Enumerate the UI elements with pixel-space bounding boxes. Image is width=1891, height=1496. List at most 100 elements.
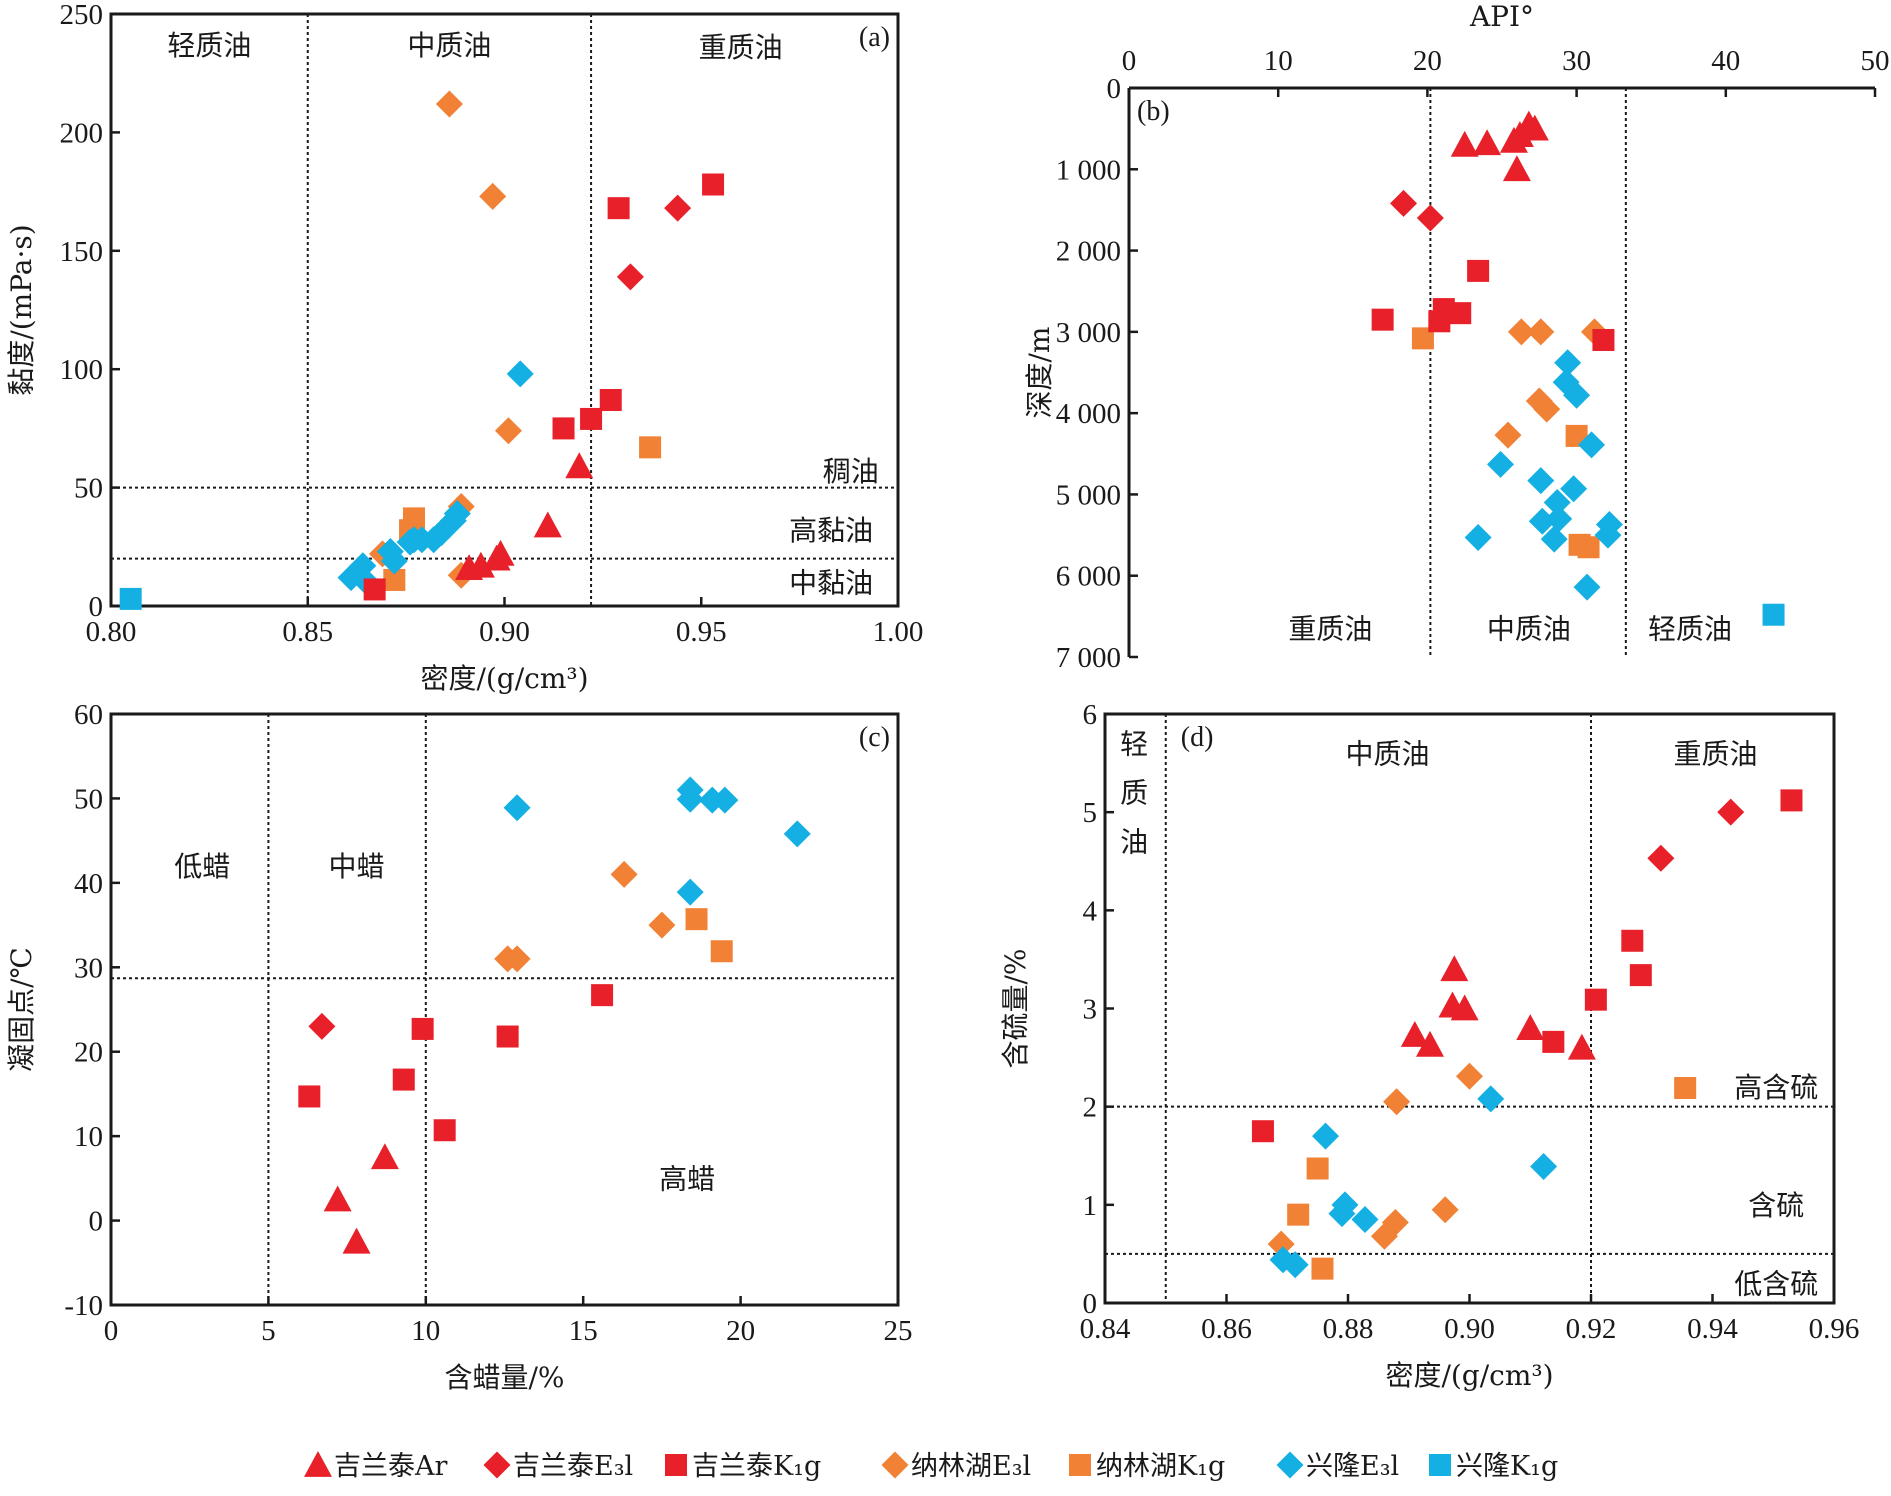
data-point-nlh-k1g <box>1306 1157 1329 1180</box>
data-point-nlh-e3l <box>1431 1196 1459 1224</box>
data-point-xl-e3l <box>1594 521 1622 549</box>
data-point-xl-e3l <box>380 547 408 575</box>
data-point-xl-e3l <box>396 528 424 556</box>
data-point-nlh-e3l <box>1494 421 1522 449</box>
data-point-jlt-e3l <box>1416 204 1444 232</box>
y-tick-label: 4 <box>1083 895 1098 927</box>
data-point-jlt-e3l <box>1390 189 1418 217</box>
region-label: 稠油 <box>823 455 879 488</box>
data-point-xl-e3l <box>1464 524 1492 552</box>
legend-label: 吉兰泰Ar <box>334 1451 447 1482</box>
legend-marker-diamond-icon <box>881 1451 909 1479</box>
region-label: 中质油 <box>407 29 491 62</box>
data-point-nlh-k1g <box>1577 536 1600 559</box>
data-point-xl-e3l <box>1560 475 1588 503</box>
data-point-nlh-k1g <box>639 436 662 459</box>
data-point-jlt-k1g <box>1449 302 1472 325</box>
data-point-xl-e3l <box>1527 467 1555 495</box>
y-tick-label: 10 <box>74 1121 103 1153</box>
x-tick-label: 50 <box>1861 45 1890 77</box>
data-point-nlh-e3l <box>1383 1088 1411 1116</box>
legend-item-nlh-k1g: 纳林湖K₁g <box>1069 1451 1225 1482</box>
data-point-xl-e3l <box>1578 431 1606 459</box>
region-label: 中质油 <box>1345 737 1429 770</box>
data-point-jlt-k1g <box>1592 328 1615 351</box>
data-point-nlh-e3l <box>479 182 507 210</box>
region-label: 高含硫 <box>1734 1071 1818 1104</box>
data-point-jlt-k1g <box>392 1068 415 1091</box>
data-point-jlt-k1g <box>1428 310 1451 333</box>
data-point-jlt-k1g <box>607 197 630 220</box>
x-tick-label: 0.85 <box>282 616 333 648</box>
x-tick-label: 0.86 <box>1201 1313 1252 1345</box>
data-point-xl-e3l <box>1563 381 1591 409</box>
data-point-jlt-ar <box>1450 130 1479 157</box>
y-axis-label: 凝固点/℃ <box>5 947 38 1072</box>
region-label: 轻质油 <box>167 29 251 62</box>
panel-label: (b) <box>1137 96 1170 127</box>
x-tick-label: 20 <box>726 1315 755 1347</box>
region-label: 含硫 <box>1748 1189 1804 1222</box>
data-point-jlt-e3l <box>1647 844 1675 872</box>
y-tick-label: 0 <box>1107 73 1122 105</box>
x-tick-label: 0 <box>104 1315 119 1347</box>
data-point-nlh-e3l <box>503 945 531 973</box>
region-label: 高蜡 <box>659 1162 715 1195</box>
panel-a: 0.80 0.85 0.90 0.95 1.00 0 50 100 150 200 250 密度/(g… <box>5 0 923 695</box>
data-point-nlh-k1g <box>383 568 406 591</box>
data-point-nlh-k1g <box>1287 1203 1310 1226</box>
plot-frame <box>109 712 900 1307</box>
region-label: 轻质油 <box>1648 613 1732 646</box>
data-point-jlt-ar <box>455 554 484 581</box>
data-point-jlt-k1g <box>552 417 575 440</box>
y-tick-label: 6 000 <box>1056 561 1121 593</box>
data-point-nlh-e3l <box>1456 1062 1483 1090</box>
data-point-nlh-e3l <box>494 417 522 445</box>
y-tick-label: 30 <box>74 952 103 984</box>
x-tick-label: 0.88 <box>1323 1313 1374 1345</box>
y-tick-label: 1 <box>1083 1190 1098 1222</box>
data-point-jlt-ar <box>1499 126 1528 153</box>
data-point-nlh-e3l <box>1533 395 1561 423</box>
data-point-jlt-k1g <box>363 578 386 601</box>
x-axis-label: API° <box>1469 0 1534 33</box>
panel-b: 0 10 20 30 40 50 0 1 000 2 000 3 000 4 000 5 000 6 0… <box>1023 0 1890 674</box>
data-point-jlt-e3l <box>616 263 644 291</box>
y-tick-label: 5 000 <box>1056 479 1121 511</box>
y-tick-label: 1 000 <box>1056 154 1121 186</box>
data-point-xl-e3l <box>1281 1251 1309 1279</box>
data-point-xl-e3l <box>1540 525 1568 553</box>
y-tick-label: 0 <box>1083 1288 1098 1320</box>
data-point-xl-e3l <box>1528 507 1556 535</box>
region-label: 低含硫 <box>1734 1267 1818 1300</box>
legend-label: 吉兰泰K₁g <box>692 1451 821 1482</box>
data-point-nlh-e3l <box>1267 1230 1295 1258</box>
x-tick-label: 0.96 <box>1809 1313 1860 1345</box>
legend-marker-square-icon <box>1429 1454 1451 1476</box>
data-point-xl-e3l <box>711 786 739 814</box>
legend-marker-diamond-icon <box>483 1451 511 1479</box>
data-point-nlh-k1g <box>710 940 733 963</box>
data-point-jlt-ar <box>1400 1021 1429 1047</box>
panel-label: (d) <box>1181 722 1214 753</box>
region-label: 低蜡 <box>174 850 230 883</box>
data-point-xl-e3l <box>783 820 811 848</box>
legend-marker-diamond-icon <box>1276 1451 1304 1479</box>
legend-item-xl-k1g: 兴隆K₁g <box>1429 1451 1558 1482</box>
x-tick-label: 0.94 <box>1687 1313 1738 1345</box>
region-label: 中黏油 <box>789 566 873 599</box>
data-point-xl-k1g <box>119 587 142 610</box>
legend-label: 兴隆E₃l <box>1306 1451 1399 1482</box>
legend-item-xl-e3l: 兴隆E₃l <box>1276 1451 1399 1482</box>
y-tick-label: 250 <box>60 0 104 31</box>
y-tick-label: 4 000 <box>1056 398 1121 430</box>
x-axis-label: 密度/(g/cm³) <box>1385 1359 1553 1392</box>
data-point-jlt-k1g <box>1629 964 1652 987</box>
y-tick-label: 6 <box>1083 699 1098 731</box>
data-point-xl-e3l <box>1312 1122 1340 1150</box>
y-tick-label: 0 <box>89 591 104 623</box>
data-point-jlt-ar <box>342 1227 371 1254</box>
x-tick-label: 0.90 <box>1444 1313 1495 1345</box>
region-label-vertical-char: 油 <box>1120 826 1148 859</box>
